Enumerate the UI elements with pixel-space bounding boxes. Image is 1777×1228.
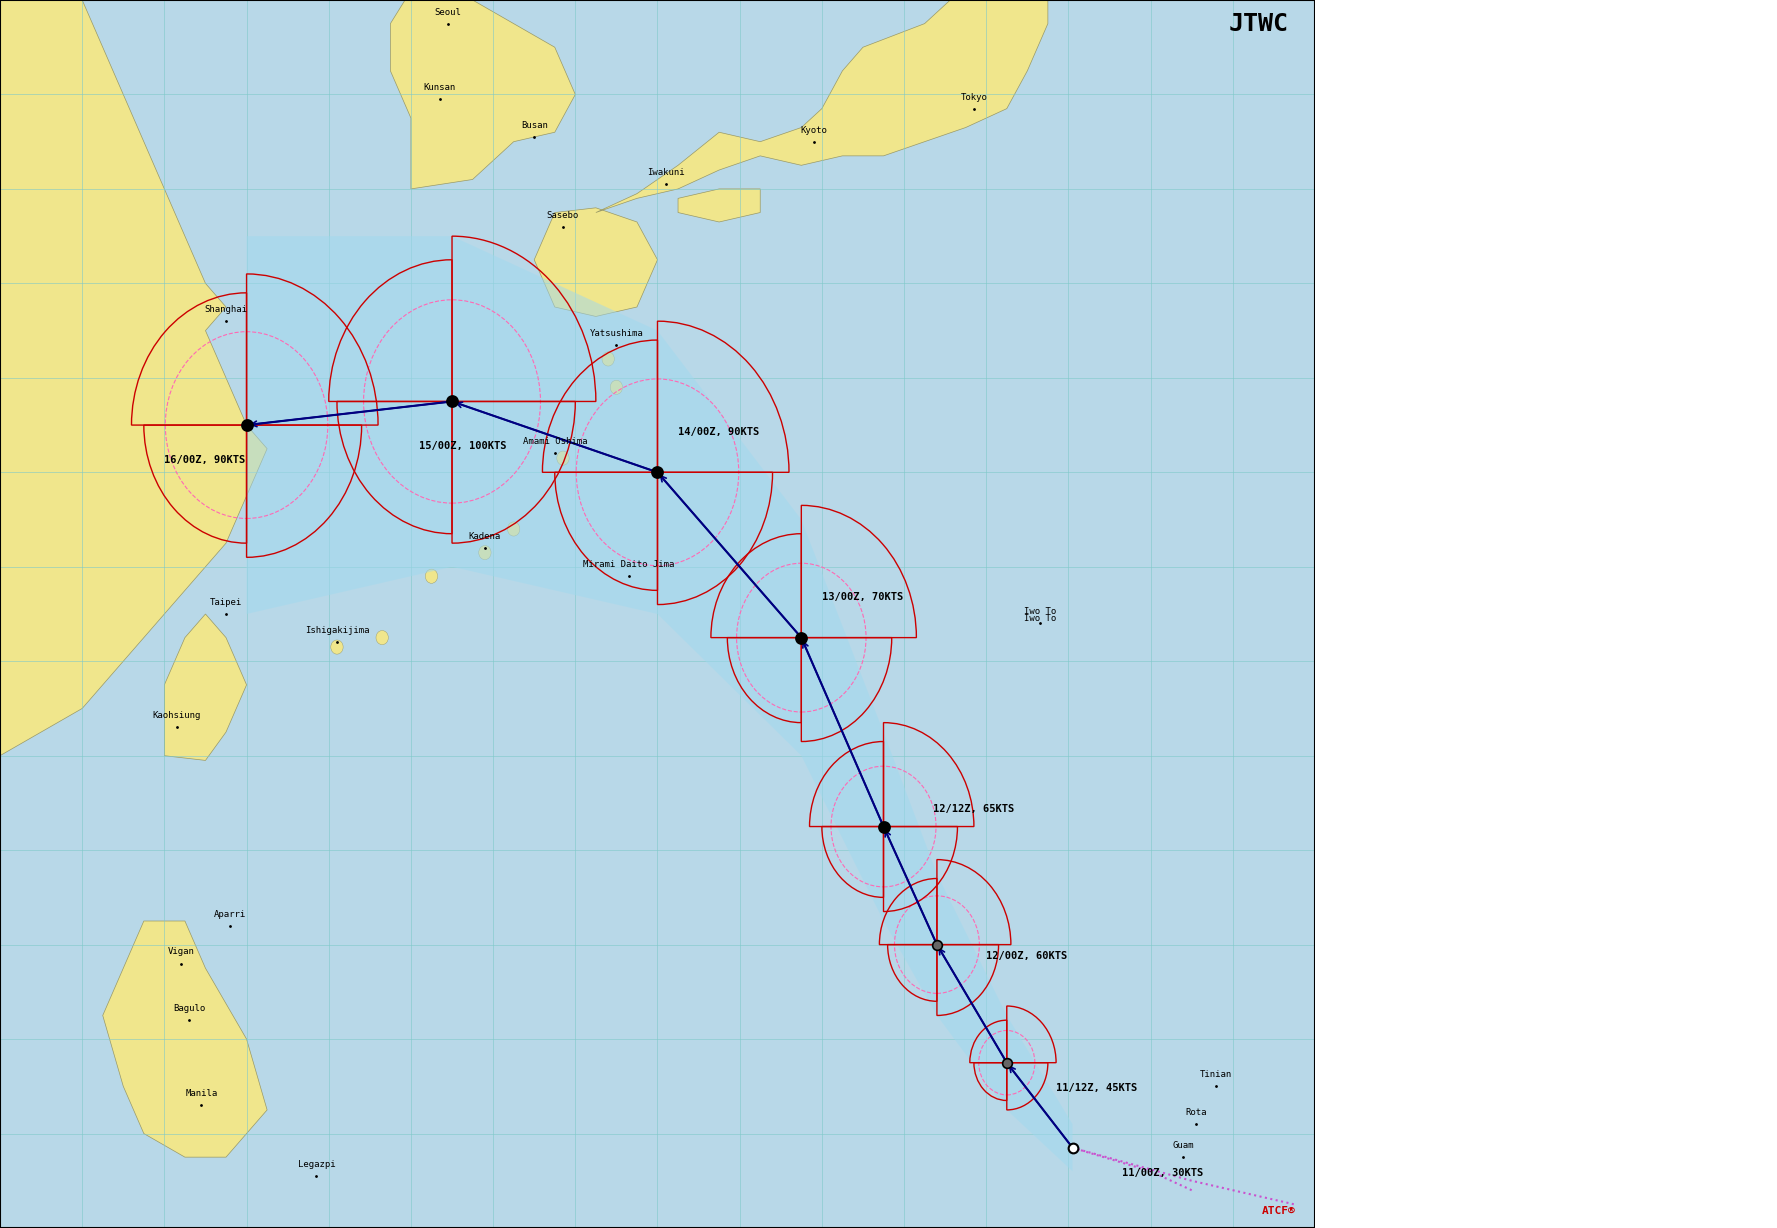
Text: 12/00Z, WINDS 060 KTS, GUSTS TO 075 KTS: 12/00Z, WINDS 060 KTS, GUSTS TO 075 KTS xyxy=(1324,226,1505,235)
Text: Mirami Daito Jima: Mirami Daito Jima xyxy=(583,560,675,569)
Circle shape xyxy=(556,451,569,465)
Text: Bagulo: Bagulo xyxy=(172,1005,204,1013)
Text: 11/12Z, 45KTS: 11/12Z, 45KTS xyxy=(1056,1083,1137,1093)
Polygon shape xyxy=(679,189,761,222)
Polygon shape xyxy=(391,0,576,189)
Text: GWANGJU_AB                369    09/15/14Z: GWANGJU_AB 369 09/15/14Z xyxy=(1324,899,1509,905)
Polygon shape xyxy=(595,0,1048,212)
Text: SASEBO                    331    09/14/21Z: SASEBO 331 09/14/21Z xyxy=(1324,818,1509,824)
Text: 13/00Z, 70KTS: 13/00Z, 70KTS xyxy=(823,592,903,602)
Circle shape xyxy=(478,545,490,560)
Circle shape xyxy=(602,352,615,366)
Text: Yatsushima: Yatsushima xyxy=(590,329,643,338)
Text: 12/00Z, 60KTS: 12/00Z, 60KTS xyxy=(986,950,1068,960)
Text: 12/12Z, WINDS 065 KTS, GUSTS TO 080 KTS: 12/12Z, WINDS 065 KTS, GUSTS TO 080 KTS xyxy=(1324,253,1505,262)
Text: 14/00Z, 90KTS: 14/00Z, 90KTS xyxy=(679,426,759,436)
Text: Seoul: Seoul xyxy=(435,7,462,16)
Text: SAIPAN                    223    09/11/03Z: SAIPAN 223 09/11/03Z xyxy=(1324,440,1509,446)
Text: Tinian: Tinian xyxy=(1199,1071,1233,1079)
Text: CHICHI_JIMA               388    09/13/00Z: CHICHI_JIMA 388 09/13/00Z xyxy=(1324,629,1509,635)
Text: Iwo To: Iwo To xyxy=(1024,614,1056,624)
Text: MOKPO                     345    09/15/15Z: MOKPO 345 09/15/15Z xyxy=(1324,926,1509,932)
Text: YEOSU                     372    09/15/09Z: YEOSU 372 09/15/09Z xyxy=(1324,872,1509,878)
Text: ALAMAGAN                  269    09/11/17Z: ALAMAGAN 269 09/11/17Z xyxy=(1324,521,1509,527)
Text: OKIDAITO_JIMA              88    09/13/22Z: OKIDAITO_JIMA 88 09/13/22Z xyxy=(1324,656,1509,662)
Text: ANATAHAN                     233    264    0: ANATAHAN 233 264 0 xyxy=(1324,1158,1518,1164)
Text: 15/00Z, WINDS 100 KTS, GUSTS TO 125 KTS: 15/00Z, WINDS 100 KTS, GUSTS TO 125 KTS xyxy=(1324,334,1505,343)
Text: JTWC: JTWC xyxy=(1228,12,1288,37)
Text: ATCF®: ATCF® xyxy=(1262,1206,1295,1216)
Text: ANDERSEN_AFB                 253     63    0: ANDERSEN_AFB 253 63 0 xyxy=(1324,1185,1518,1191)
Text: 13/00Z, WINDS 070 KTS, GUSTS TO 085 KTS: 13/00Z, WINDS 070 KTS, GUSTS TO 085 KTS xyxy=(1324,280,1505,289)
Text: TINIAN                    216    09/11/03Z: TINIAN 216 09/11/03Z xyxy=(1324,467,1509,473)
Text: Aparri: Aparri xyxy=(213,910,247,919)
Text: Taipei: Taipei xyxy=(210,598,242,607)
Text: Kaohsiung: Kaohsiung xyxy=(153,711,201,721)
Text: CPA TO:                    NM      DTG: CPA TO: NM DTG xyxy=(1324,413,1491,419)
Text: ANATAHAN                  244    09/11/11Z: ANATAHAN 244 09/11/11Z xyxy=(1324,494,1509,500)
Text: 12/12Z, 65KTS: 12/12Z, 65KTS xyxy=(933,804,1015,814)
Text: SHANGHAI                   94    09/16/00Z: SHANGHAI 94 09/16/00Z xyxy=(1324,980,1509,986)
Text: 11/12Z, WINDS 045 KTS, GUSTS TO 055 KTS: 11/12Z, WINDS 045 KTS, GUSTS TO 055 KTS xyxy=(1324,199,1505,208)
Text: Iwo To: Iwo To xyxy=(1024,608,1056,616)
Text: 1100000Z POSIT: NEAR 13.7N 142.1E: 1100000Z POSIT: NEAR 13.7N 142.1E xyxy=(1324,91,1477,99)
Text: Tokyo: Tokyo xyxy=(961,92,988,102)
Text: Shanghai: Shanghai xyxy=(204,305,247,314)
Text: Rota: Rota xyxy=(1185,1108,1207,1117)
Text: 16/00Z, 90KTS: 16/00Z, 90KTS xyxy=(165,454,245,465)
Text: (NM) (HRS): (NM) (HRS) xyxy=(1324,1050,1521,1056)
Text: MOVING 285 DEGREES TRUE AT 23 KNOTS: MOVING 285 DEGREES TRUE AT 23 KNOTS xyxy=(1324,118,1486,126)
Circle shape xyxy=(425,569,437,583)
Text: Guam: Guam xyxy=(1173,1141,1194,1151)
Polygon shape xyxy=(165,614,247,760)
Text: 14/00Z, WINDS 090 KTS, GUSTS TO 110 KTS: 14/00Z, WINDS 090 KTS, GUSTS TO 110 KTS xyxy=(1324,307,1505,316)
Text: AGRIHAN                   286    09/11/22Z: AGRIHAN 286 09/11/22Z xyxy=(1324,575,1509,581)
Text: 16/00Z, WINDS 090 KTS, GUSTS TO 110 KTS: 16/00Z, WINDS 090 KTS, GUSTS TO 110 KTS xyxy=(1324,361,1505,370)
Text: 15/00Z, 100KTS: 15/00Z, 100KTS xyxy=(419,441,506,451)
Polygon shape xyxy=(0,0,267,755)
Text: Ishigakijima: Ishigakijima xyxy=(304,626,370,635)
Text: Vigan: Vigan xyxy=(167,948,194,957)
Text: HAGATNA                      279    159    0: HAGATNA 279 159 0 xyxy=(1324,1077,1518,1083)
Text: Amami Oshima: Amami Oshima xyxy=(522,437,586,446)
Text: WTPN31 PGTW 110300: WTPN31 PGTW 110300 xyxy=(1324,64,1407,72)
Text: PAGAN                     278    09/11/19Z: PAGAN 278 09/11/19Z xyxy=(1324,548,1509,554)
Text: Kyoto: Kyoto xyxy=(800,125,826,135)
Text: TROPICAL DEPRESSION 14W (BEBINCA) WARNING #5: TROPICAL DEPRESSION 14W (BEBINCA) WARNIN… xyxy=(1324,37,1528,45)
Text: Sasebo: Sasebo xyxy=(547,211,579,220)
Text: Kadena: Kadena xyxy=(469,532,501,540)
Text: MAXIMUM SIGNIFICANT WAVE HEIGHT: 15 FEET: MAXIMUM SIGNIFICANT WAVE HEIGHT: 15 FEET xyxy=(1324,145,1509,154)
Text: Manila: Manila xyxy=(185,1089,217,1098)
Text: ALAMAGAN                     223    317    0: ALAMAGAN 223 317 0 xyxy=(1324,1131,1518,1137)
Polygon shape xyxy=(103,921,267,1157)
Text: TAIPEI                    290    09/15/17Z: TAIPEI 290 09/15/17Z xyxy=(1324,953,1509,959)
Text: CAMP_KENGUN               338    09/14/16Z: CAMP_KENGUN 338 09/14/16Z xyxy=(1324,791,1509,797)
Text: Busan: Busan xyxy=(521,120,547,130)
Text: MINAMIDAITO_JIMA           22    09/14/01Z: MINAMIDAITO_JIMA 22 09/14/01Z xyxy=(1324,683,1509,689)
Circle shape xyxy=(610,381,622,394)
Text: KANOYA                    264    09/14/13Z: KANOYA 264 09/14/13Z xyxy=(1324,710,1509,716)
Text: AGRIHAN                      215    370    0: AGRIHAN 215 370 0 xyxy=(1324,1104,1518,1110)
Text: WHITE_BEACH                81    09/14/13Z: WHITE_BEACH 81 09/14/13Z xyxy=(1324,737,1509,743)
Text: BEARING AND DISTANCE         DIR   DIST  TAU: BEARING AND DISTANCE DIR DIST TAU xyxy=(1324,1023,1518,1029)
Circle shape xyxy=(508,522,521,537)
Text: Iwakuni: Iwakuni xyxy=(647,168,684,177)
Text: Legazpi: Legazpi xyxy=(297,1160,336,1169)
Polygon shape xyxy=(535,208,657,317)
Text: 11/00Z, WINDS 030 KTS, GUSTS TO 040 KTS: 11/00Z, WINDS 030 KTS, GUSTS TO 040 KTS xyxy=(1324,172,1505,181)
Text: 11/00Z, 30KTS: 11/00Z, 30KTS xyxy=(1121,1168,1203,1178)
Circle shape xyxy=(377,630,389,645)
Text: KADENA_AB                  78    09/14/14Z: KADENA_AB 78 09/14/14Z xyxy=(1324,764,1509,770)
Text: KADENA_AB                    022    252    0: KADENA_AB 022 252 0 xyxy=(1324,1212,1518,1218)
Circle shape xyxy=(331,640,343,655)
Polygon shape xyxy=(247,236,1073,1172)
Text: GWANGYANG                 377    09/15/09Z: GWANGYANG 377 09/15/09Z xyxy=(1324,845,1509,851)
Text: IWO_TO                    257    09/12/21Z: IWO_TO 257 09/12/21Z xyxy=(1324,602,1509,608)
Text: Kunsan: Kunsan xyxy=(423,84,457,92)
